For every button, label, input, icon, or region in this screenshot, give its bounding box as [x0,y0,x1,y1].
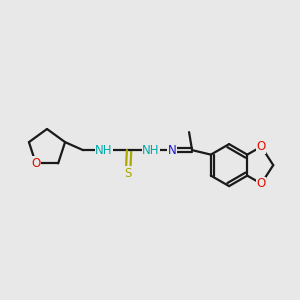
Text: S: S [124,167,132,180]
Text: NH: NH [95,144,113,157]
Text: NH: NH [142,144,160,157]
Text: O: O [256,177,266,190]
Text: O: O [31,157,40,170]
Text: N: N [168,144,176,157]
Text: O: O [256,140,266,153]
